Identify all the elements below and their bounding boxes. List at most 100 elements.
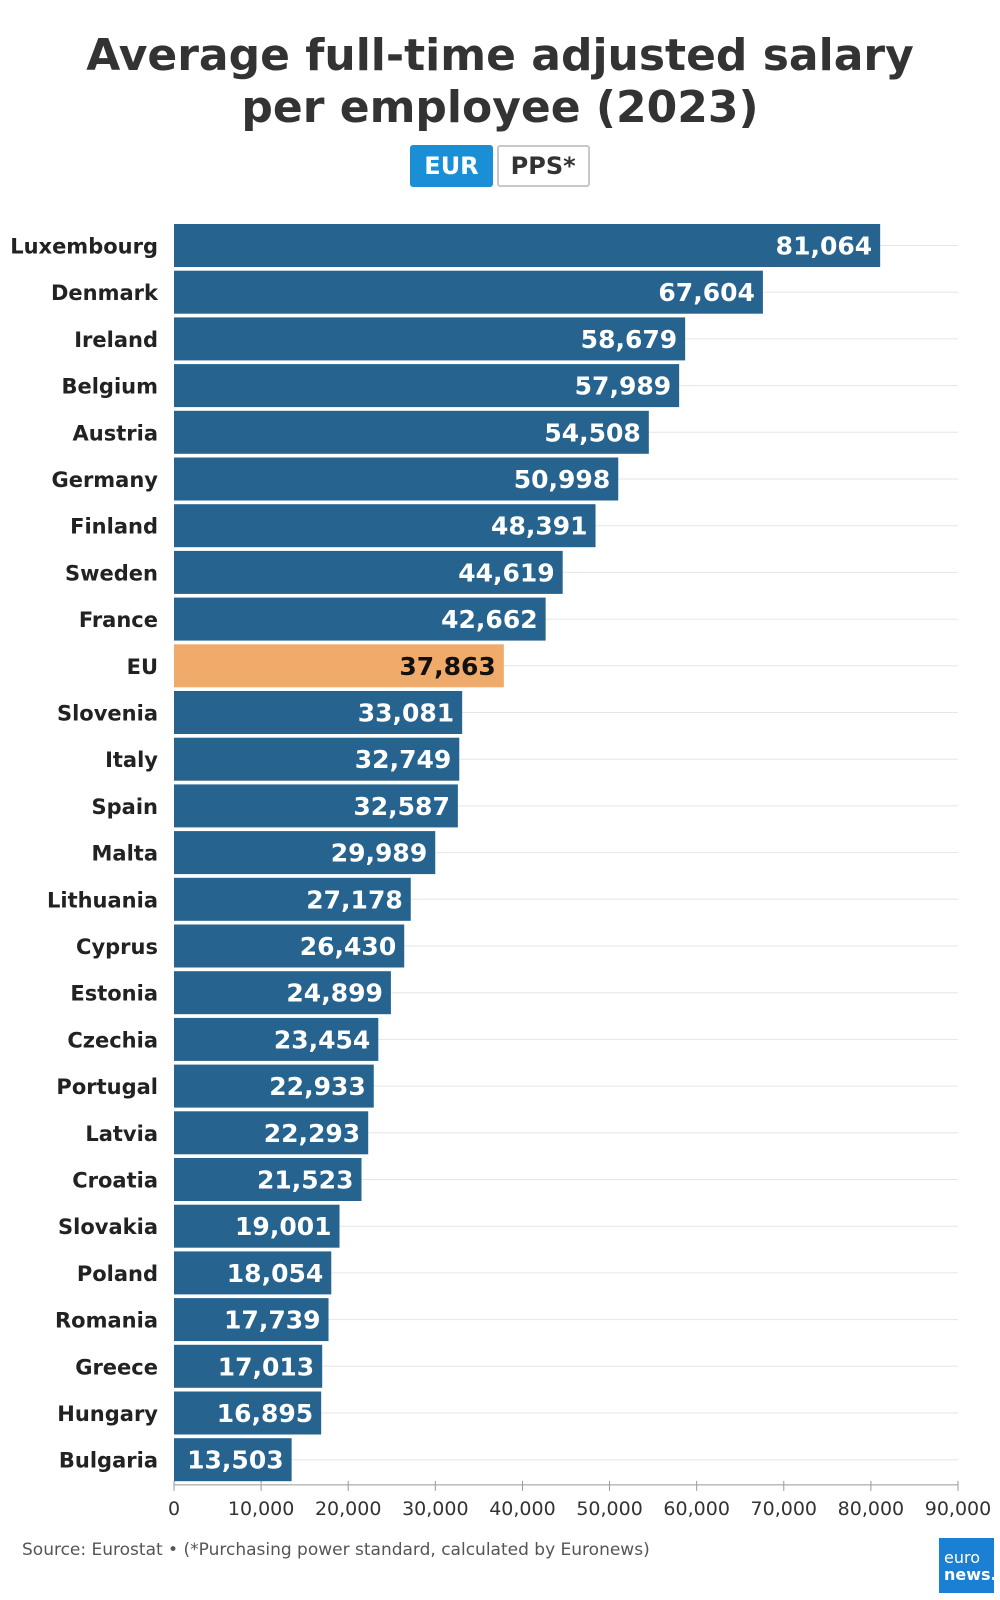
category-label: Estonia: [70, 982, 158, 1006]
value-label: 17,739: [224, 1306, 320, 1335]
category-label: Belgium: [61, 375, 158, 399]
bar: [174, 597, 546, 641]
x-tick-label: 0: [168, 1498, 180, 1520]
x-tick-label: 80,000: [838, 1498, 904, 1520]
value-label: 48,391: [491, 512, 587, 541]
bar: [174, 364, 680, 408]
category-label: Sweden: [65, 561, 158, 585]
value-label: 32,749: [355, 745, 451, 774]
bar: [174, 1298, 329, 1342]
value-label: 33,081: [358, 699, 454, 728]
euronews-logo: euro news.: [939, 1538, 997, 1593]
category-label: Cyprus: [76, 935, 158, 959]
bar: [174, 877, 411, 921]
category-label: Malta: [92, 842, 158, 866]
x-tick-label: 50,000: [576, 1498, 642, 1520]
value-label: 18,054: [227, 1259, 323, 1288]
category-label: Hungary: [57, 1402, 158, 1426]
toggle-pps-button[interactable]: PPS*: [496, 145, 590, 187]
value-label: 16,895: [217, 1399, 313, 1428]
value-label: 23,454: [274, 1025, 370, 1054]
category-label: Poland: [77, 1262, 158, 1286]
category-label: Czechia: [67, 1028, 158, 1052]
bar: [174, 410, 649, 454]
bar: [174, 1111, 369, 1155]
bar: [174, 457, 619, 501]
value-label: 57,989: [575, 372, 671, 401]
bar: [174, 1158, 362, 1201]
source-note: Source: Eurostat • (*Purchasing power st…: [22, 1540, 650, 1560]
value-label: 19,001: [235, 1212, 331, 1241]
category-label: Bulgaria: [59, 1449, 158, 1473]
bar-chart: 0 10,000 20,000 30,000 40,000 50,000 60,000 70,…: [10, 224, 991, 1520]
category-label: Latvia: [85, 1122, 158, 1146]
category-label: Denmark: [51, 281, 159, 305]
bar: [174, 1391, 322, 1435]
bar: [174, 1017, 379, 1061]
bar: [174, 504, 596, 548]
category-label: France: [79, 608, 158, 632]
toggle-eur-button[interactable]: EUR: [410, 145, 493, 187]
value-label: 42,662: [441, 605, 537, 634]
x-tick-label: 10,000: [228, 1498, 294, 1520]
category-label: Italy: [105, 748, 158, 772]
logo-line-2: news.: [944, 1564, 997, 1584]
x-tick-label: 30,000: [402, 1498, 468, 1520]
bar: [174, 784, 458, 828]
category-label: EU: [127, 655, 158, 679]
bar: [174, 550, 563, 594]
value-label: 17,013: [218, 1352, 314, 1381]
logo-line-1: euro: [944, 1547, 980, 1567]
value-label: 27,178: [306, 885, 402, 914]
category-label: Finland: [70, 515, 158, 539]
category-label: Croatia: [72, 1169, 158, 1193]
x-tick-label: 20,000: [315, 1498, 381, 1520]
value-label: 54,508: [544, 418, 640, 447]
bar: [174, 270, 763, 314]
bar: [174, 831, 436, 875]
value-label: 32,587: [353, 792, 449, 821]
bar: [174, 971, 391, 1015]
value-label: 26,430: [300, 932, 396, 961]
value-label: 50,998: [514, 465, 610, 494]
x-tick-label: 70,000: [751, 1498, 817, 1520]
category-label: Slovenia: [57, 702, 158, 726]
bar: [174, 1251, 332, 1295]
category-label: Lithuania: [47, 888, 158, 912]
bar: [174, 1204, 340, 1248]
bar: [174, 317, 686, 361]
value-label: 24,899: [286, 979, 382, 1008]
value-label: 13,503: [187, 1446, 283, 1475]
bar: [174, 224, 881, 267]
category-label: Ireland: [74, 328, 158, 352]
value-label: 37,863: [399, 652, 495, 681]
value-label: 22,933: [269, 1072, 365, 1101]
bar-highlight: [174, 644, 504, 688]
bar: [174, 1438, 292, 1482]
category-label: Romania: [55, 1309, 158, 1333]
value-label: 81,064: [776, 232, 872, 261]
category-label: Austria: [73, 421, 158, 445]
currency-toggle: EUR PPS*: [0, 145, 1000, 187]
value-label: 29,989: [331, 839, 427, 868]
bar: [174, 737, 460, 781]
category-label: Greece: [75, 1355, 158, 1379]
x-tick-label: 90,000: [925, 1498, 991, 1520]
chart-title: Average full-time adjusted salary per em…: [86, 30, 914, 133]
bar: [174, 691, 463, 734]
category-label: Portugal: [56, 1075, 158, 1099]
value-label: 58,679: [581, 325, 677, 354]
value-label: 44,619: [458, 558, 554, 587]
value-label: 21,523: [257, 1166, 353, 1195]
bar: [174, 1344, 323, 1388]
category-label: Spain: [92, 795, 158, 819]
value-label: 22,293: [264, 1119, 360, 1148]
bar: [174, 1064, 374, 1108]
category-label: Luxembourg: [10, 235, 158, 259]
category-label: Slovakia: [58, 1215, 158, 1239]
bar: [174, 924, 405, 968]
category-label: Germany: [51, 468, 158, 492]
value-label: 67,604: [658, 278, 754, 307]
x-tick-label: 40,000: [489, 1498, 555, 1520]
x-tick-label: 60,000: [663, 1498, 729, 1520]
